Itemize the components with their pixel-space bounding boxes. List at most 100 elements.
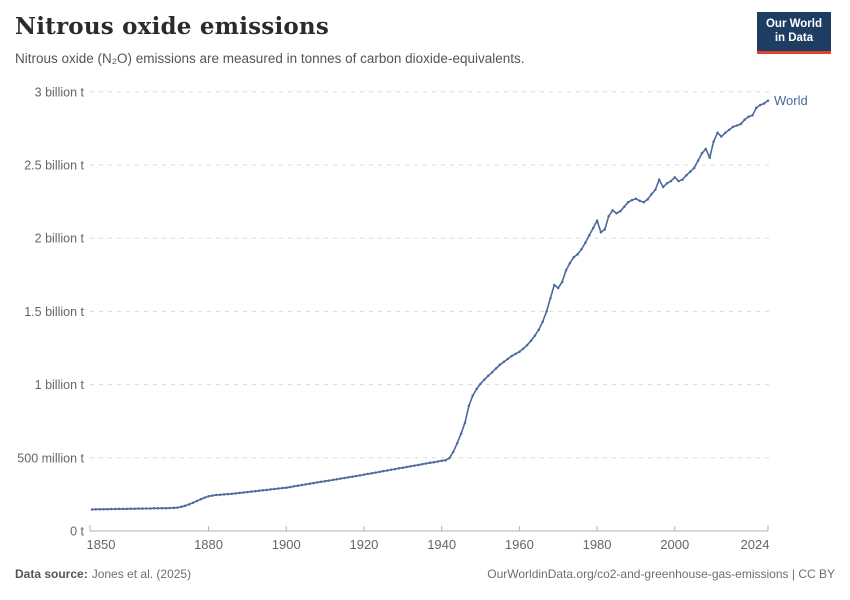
series-point [180, 505, 183, 509]
series-point [168, 506, 171, 510]
series-point [580, 247, 583, 251]
series-point [339, 477, 342, 480]
series-point [681, 178, 684, 181]
series-point [661, 185, 665, 189]
series-point [518, 350, 521, 353]
series-point [479, 382, 482, 386]
series-point [121, 507, 125, 511]
series-point [463, 421, 467, 424]
series-point [420, 462, 424, 466]
series-point [285, 486, 288, 489]
series-point [110, 507, 113, 511]
series-point [669, 179, 673, 183]
series-point [358, 474, 362, 477]
series-point [281, 486, 284, 490]
series-point [525, 343, 529, 347]
series-point [117, 507, 121, 511]
series-point [727, 128, 731, 132]
series-point [506, 357, 509, 361]
series-point [183, 504, 187, 508]
series-point [475, 387, 478, 391]
series-point [762, 102, 766, 105]
x-tick-label: 1880 [194, 537, 223, 552]
series-point [319, 480, 323, 484]
series-point [510, 354, 513, 358]
series-point [226, 492, 230, 496]
series-point [440, 459, 443, 462]
series-point [253, 489, 257, 493]
series-point [106, 507, 109, 511]
series-point [533, 334, 537, 337]
series-point [401, 466, 405, 470]
series-point [623, 205, 626, 208]
series-point [755, 106, 758, 110]
series-point [626, 201, 630, 204]
series-point [572, 255, 575, 259]
series-point [568, 261, 572, 265]
owid-logo-line2: in Data [774, 32, 814, 45]
series-point [316, 481, 319, 484]
series-point [199, 497, 203, 501]
series-point [584, 241, 587, 244]
series-point [102, 507, 105, 511]
series-point [758, 103, 762, 107]
series-point [160, 506, 164, 510]
series-point [331, 478, 335, 482]
series-point [545, 310, 548, 313]
series-point [696, 159, 700, 162]
y-tick-label: 1 billion t [35, 378, 85, 392]
series-point [591, 226, 595, 230]
series-point [603, 228, 607, 231]
series-point [261, 489, 265, 492]
series-point [471, 394, 474, 397]
series-point [211, 494, 214, 497]
owid-logo[interactable]: Our World in Data [756, 12, 831, 54]
series-line-world[interactable] [91, 99, 769, 511]
x-tick-label: 1850 [87, 537, 116, 552]
series-point [549, 296, 552, 300]
footer-url-link[interactable]: OurWorldinData.org/co2-and-greenhouse-ga… [487, 567, 789, 581]
series-point [685, 173, 688, 177]
series-point [432, 460, 436, 464]
chart-footer: Data source: Jones et al. (2025) OurWorld… [15, 567, 835, 581]
series-point [242, 491, 245, 494]
series-point [90, 508, 94, 511]
series-point [494, 367, 498, 370]
series-point [234, 492, 237, 495]
series-point [541, 320, 544, 323]
series-point [327, 479, 331, 482]
series-point [607, 214, 610, 218]
series-point [409, 465, 412, 468]
series-point [129, 507, 133, 510]
series-point [292, 485, 296, 488]
series-point [98, 508, 102, 511]
series-point [417, 463, 420, 467]
series-point [370, 472, 373, 475]
series-end-label[interactable]: World [774, 93, 808, 108]
series-point [304, 483, 307, 486]
footer-separator: | [788, 567, 799, 581]
series-point [382, 469, 385, 473]
footer-license: CC BY [798, 567, 835, 581]
series-point [125, 507, 129, 511]
data-source-label: Data source: [15, 567, 88, 581]
series-point [739, 122, 743, 126]
series-point [588, 234, 591, 237]
y-tick-label: 2 billion t [35, 232, 85, 246]
series-point [288, 485, 292, 489]
series-point [187, 503, 191, 506]
x-tick-label: 1920 [349, 537, 378, 552]
series-point [152, 507, 156, 510]
series-point [389, 468, 393, 472]
series-point [537, 328, 541, 331]
series-point [354, 474, 358, 478]
series-point [657, 178, 661, 181]
series-point [731, 125, 735, 129]
y-tick-label: 3 billion t [35, 85, 85, 99]
series-point [642, 201, 645, 204]
series-point [704, 147, 708, 151]
series-point [164, 506, 168, 510]
series-point [347, 476, 350, 479]
series-point [720, 135, 723, 138]
